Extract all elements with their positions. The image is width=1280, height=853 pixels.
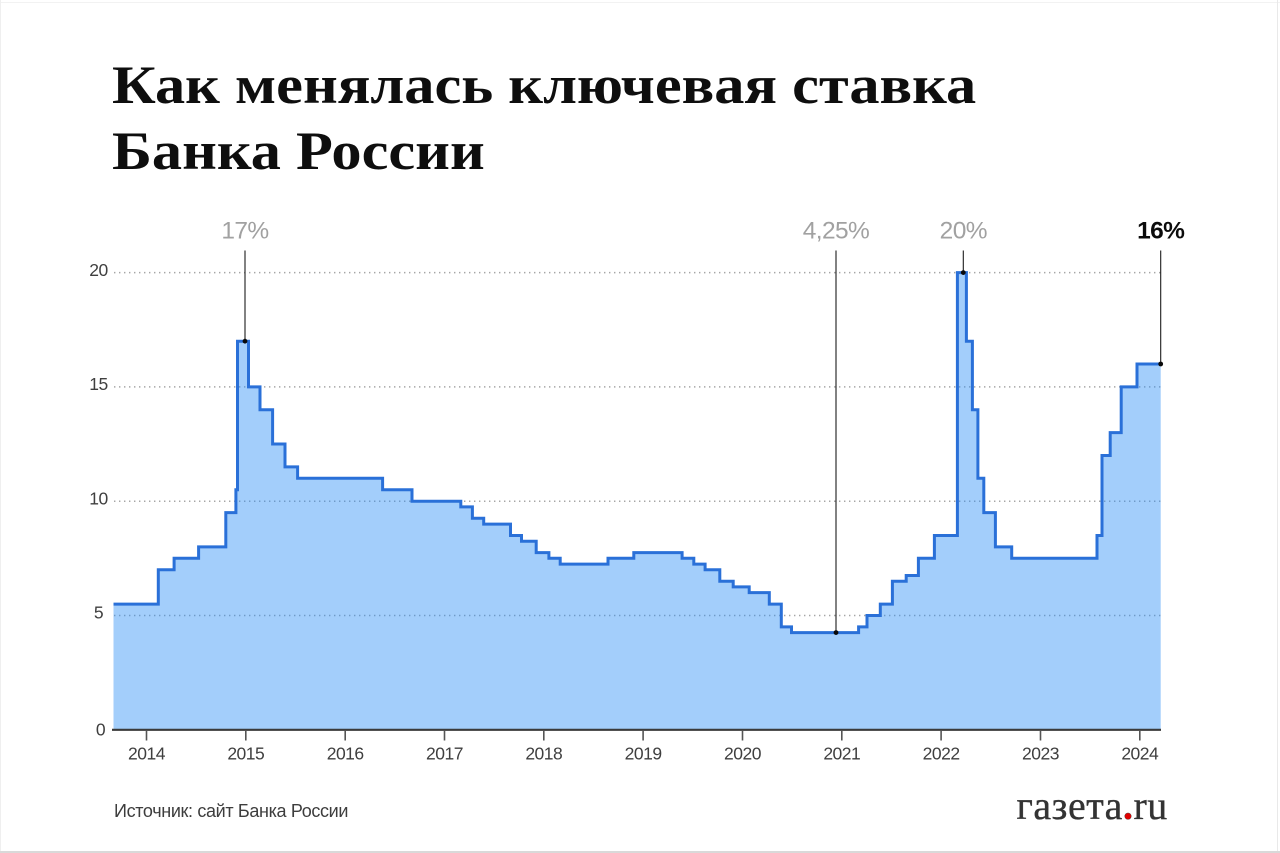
svg-text:2018: 2018 [525, 744, 562, 764]
svg-text:2015: 2015 [227, 744, 264, 764]
svg-text:0: 0 [96, 720, 106, 740]
svg-text:4,25%: 4,25% [803, 218, 869, 245]
svg-text:2016: 2016 [327, 744, 364, 764]
svg-text:2023: 2023 [1022, 744, 1059, 764]
svg-text:20: 20 [89, 260, 108, 280]
svg-text:15: 15 [89, 374, 107, 394]
svg-text:2014: 2014 [128, 744, 166, 764]
svg-text:2021: 2021 [823, 744, 860, 764]
svg-text:16%: 16% [1137, 218, 1185, 245]
svg-text:10: 10 [89, 488, 108, 508]
svg-text:20%: 20% [940, 218, 987, 245]
svg-text:2019: 2019 [625, 744, 662, 764]
svg-text:17%: 17% [221, 218, 268, 245]
svg-text:2017: 2017 [426, 744, 463, 764]
svg-text:2024: 2024 [1121, 744, 1159, 764]
svg-text:2020: 2020 [724, 744, 762, 764]
svg-text:5: 5 [94, 603, 103, 623]
svg-text:2022: 2022 [923, 744, 960, 764]
